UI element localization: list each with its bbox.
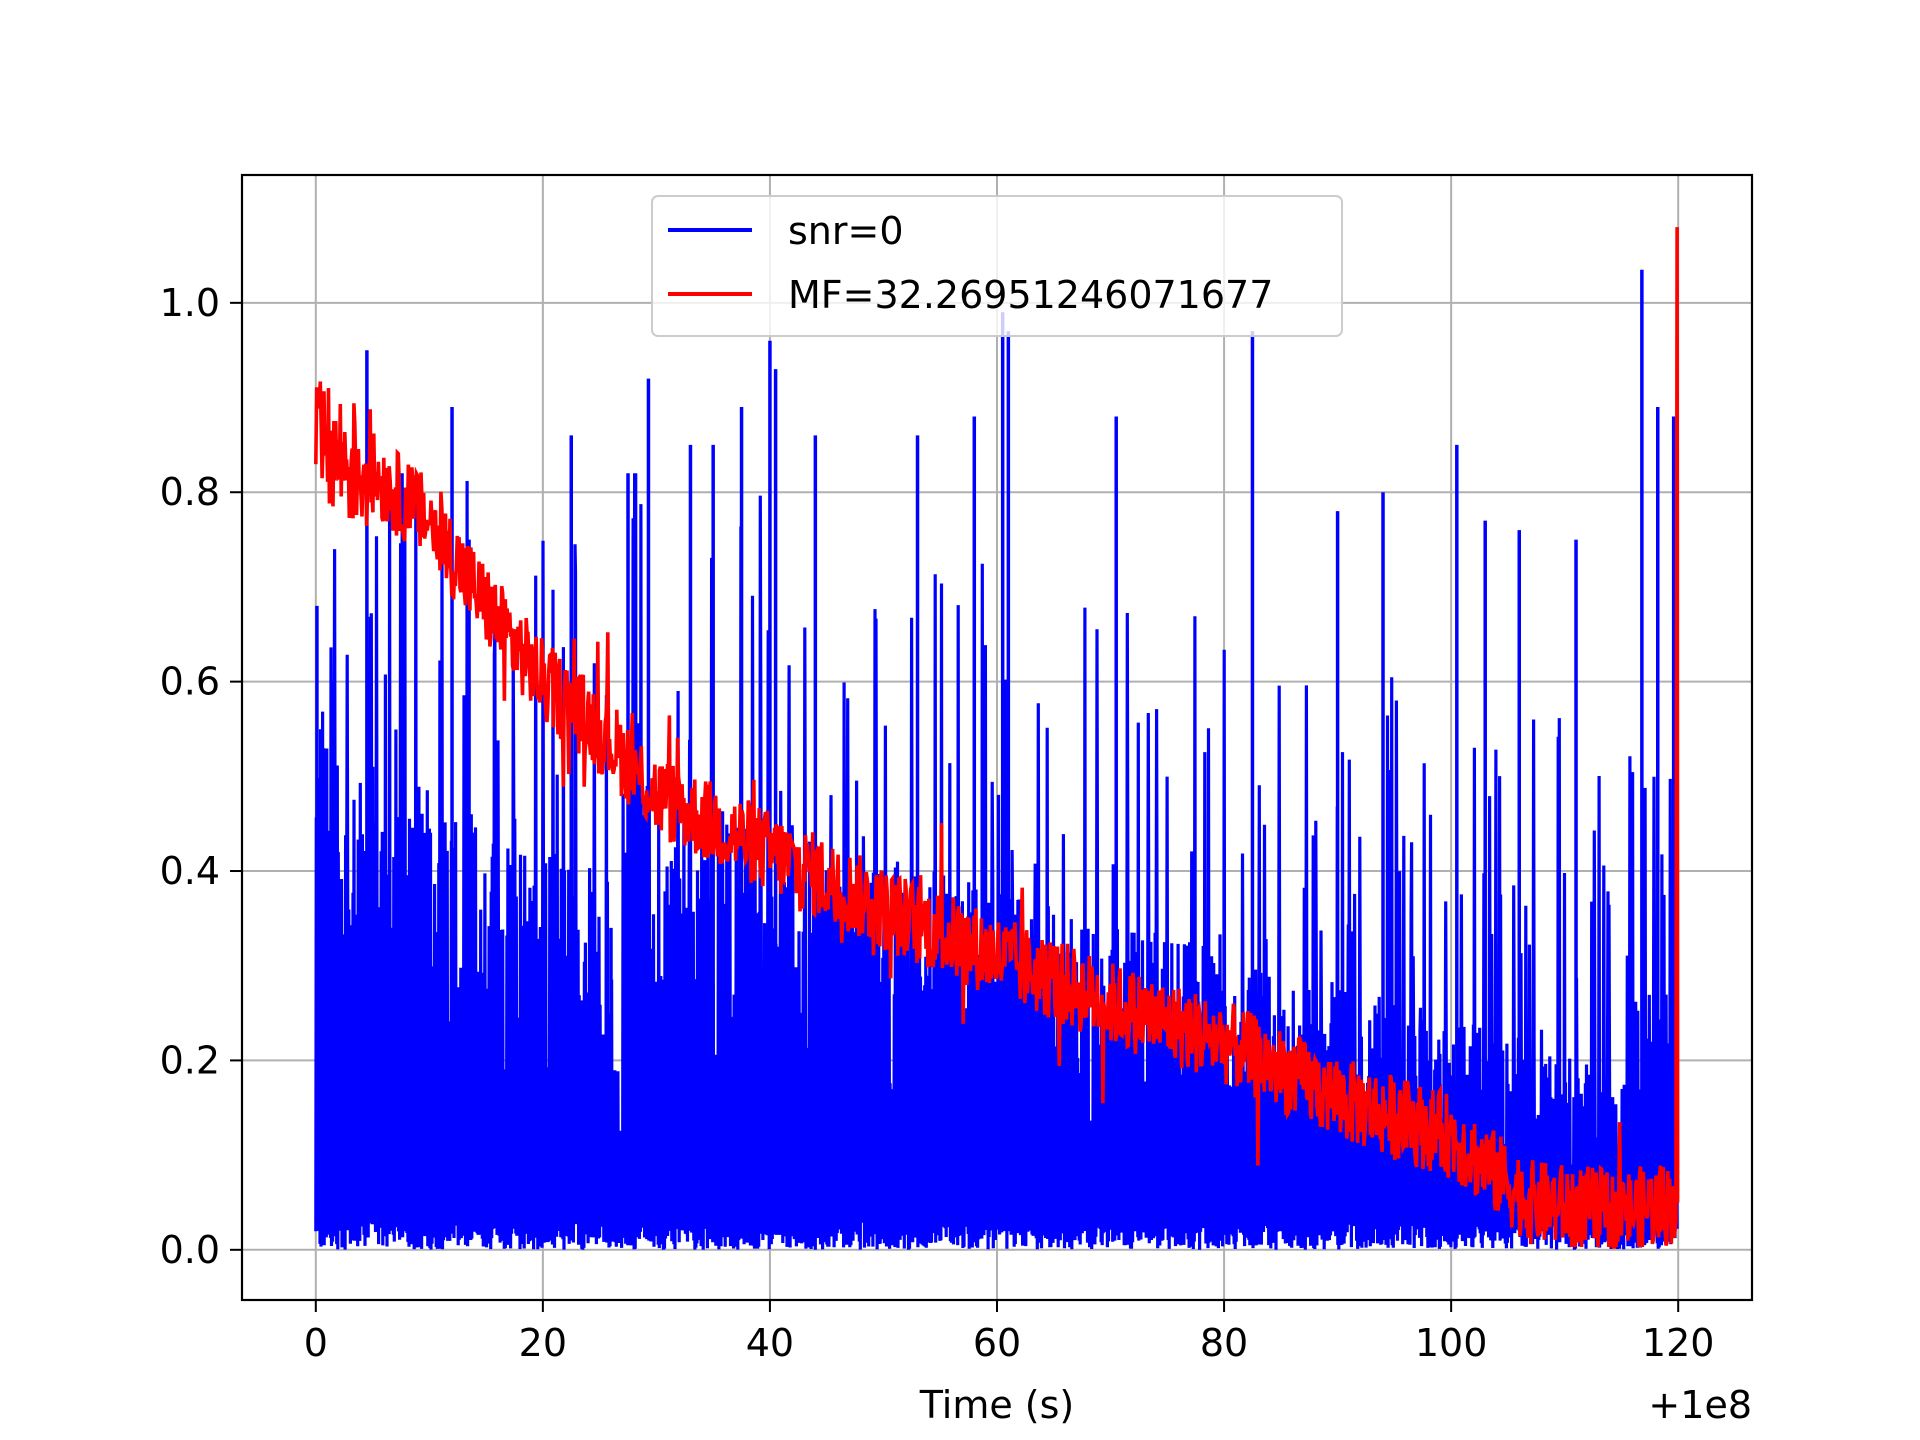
x-tick-label: 100 [1415, 1321, 1488, 1365]
y-tick-label: 0.0 [160, 1228, 220, 1272]
y-axis: 0.0 0.2 0.4 0.6 0.8 1.0 [160, 281, 242, 1272]
y-tick-label: 0.8 [160, 470, 220, 514]
x-tick-label: 80 [1200, 1321, 1248, 1365]
legend: snr=0 MF=32.26951246071677 [651, 195, 1343, 337]
y-tick-label: 0.4 [160, 849, 220, 893]
x-axis-offset-label: +1e8 [1648, 1383, 1752, 1427]
x-tick-label: 20 [519, 1321, 567, 1365]
legend-box [651, 195, 1343, 337]
y-tick-label: 1.0 [160, 281, 220, 325]
x-tick-label: 120 [1642, 1321, 1715, 1365]
series-line-mf [314, 227, 1680, 1249]
y-tick-label: 0.2 [160, 1038, 220, 1082]
plot-area [314, 227, 1680, 1250]
legend-label-snr: snr=0 [788, 209, 904, 253]
x-axis: 0 20 40 60 80 100 120 [304, 1300, 1715, 1365]
x-tick-label: 0 [304, 1321, 328, 1365]
x-axis-label: Time (s) [919, 1383, 1075, 1427]
x-tick-label: 60 [973, 1321, 1021, 1365]
x-tick-label: 40 [746, 1321, 794, 1365]
legend-label-mf: MF=32.26951246071677 [788, 273, 1273, 317]
y-tick-label: 0.6 [160, 660, 220, 704]
